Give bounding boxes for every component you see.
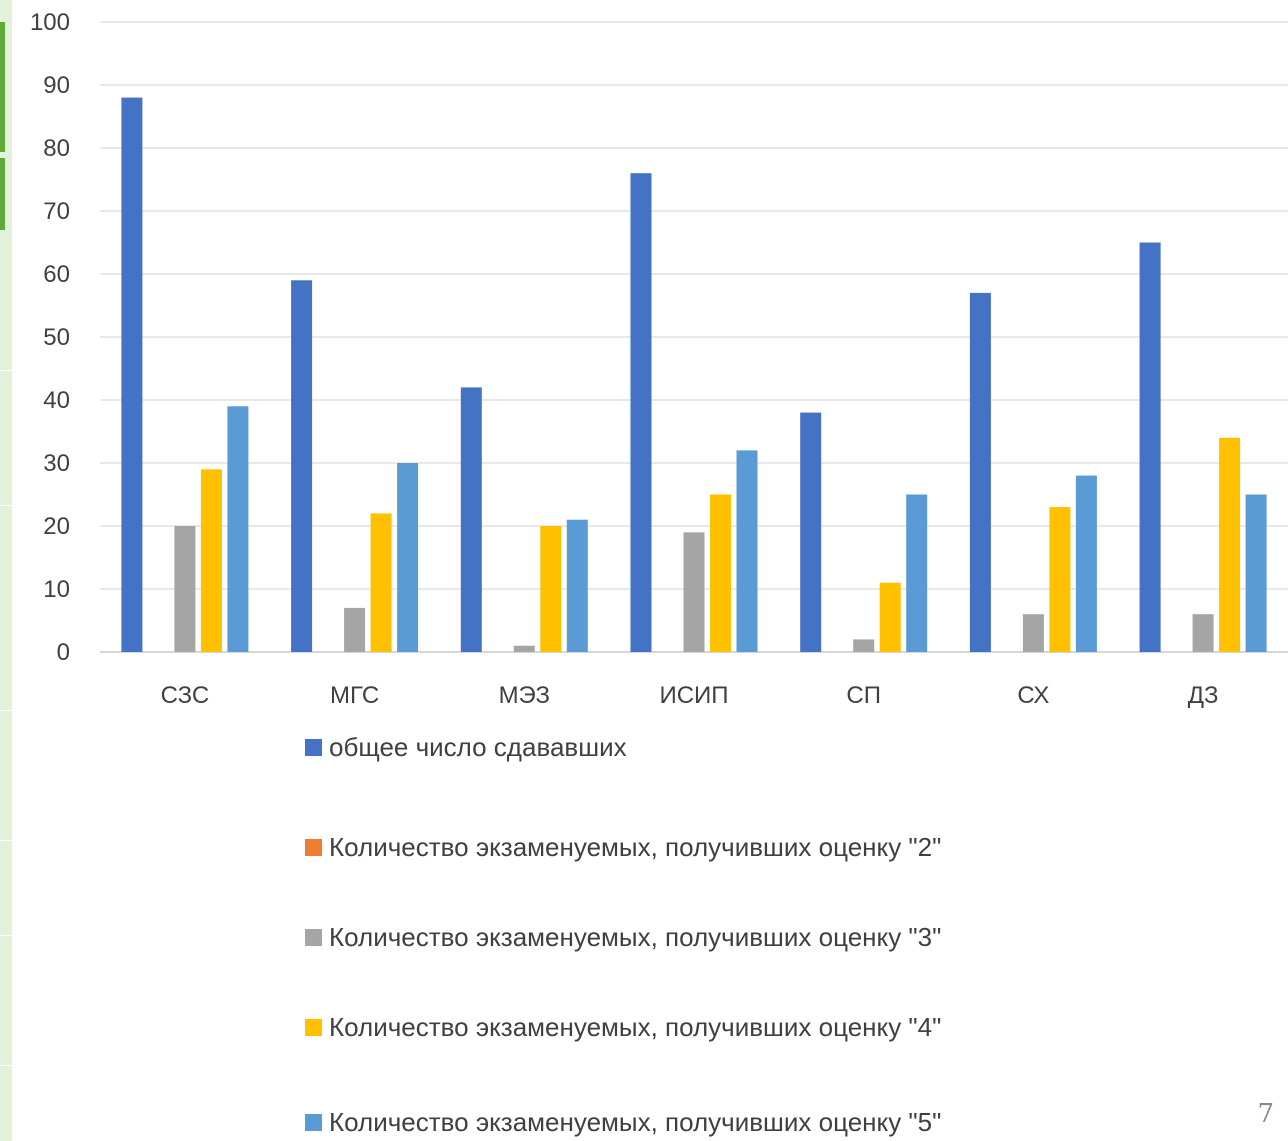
slide-edge-strip	[0, 0, 12, 1141]
bar	[200, 469, 222, 652]
slide-edge-divider	[0, 840, 12, 841]
legend-item: общее число сдававших	[305, 732, 627, 763]
bar	[1139, 242, 1161, 652]
x-category-label: МГС	[330, 682, 379, 709]
bar	[540, 526, 562, 652]
bar	[513, 645, 535, 652]
bar	[174, 526, 196, 652]
bar	[879, 582, 901, 652]
bar	[566, 519, 588, 652]
y-tick-label: 80	[43, 135, 70, 162]
slide-edge-accent-mid	[0, 158, 5, 230]
bar	[1075, 475, 1097, 652]
y-tick-label: 30	[43, 450, 70, 477]
x-category-label: СЗС	[161, 682, 210, 709]
bar	[1219, 437, 1241, 652]
y-tick-label: 40	[43, 387, 70, 414]
bar	[736, 450, 758, 652]
slide-edge-accent-top	[0, 22, 5, 152]
bar	[969, 292, 991, 652]
legend-swatch	[305, 1019, 322, 1036]
slide-edge-divider	[0, 370, 12, 371]
bar	[121, 97, 143, 653]
bar	[1192, 614, 1214, 652]
legend-item: Количество экзаменуемых, получивших оцен…	[305, 1107, 941, 1138]
bar	[460, 387, 482, 652]
y-tick-label: 0	[57, 639, 70, 666]
bar-chart: 0 10 20 30 40 50 60 70 80 90 100 СЗС МГС МЭЗ ИСИП СП СХ…	[30, 9, 1288, 709]
x-category-label: СХ	[1017, 682, 1049, 709]
bar	[800, 412, 822, 652]
bar	[906, 494, 928, 652]
x-category-label: СП	[846, 682, 881, 709]
y-tick-label: 90	[43, 72, 70, 99]
y-tick-label: 50	[43, 324, 70, 351]
legend-label: Количество экзаменуемых, получивших оцен…	[329, 832, 942, 862]
chart-bars	[121, 97, 1267, 653]
bar	[683, 532, 705, 652]
y-tick-label: 70	[43, 198, 70, 225]
bar	[630, 173, 652, 652]
legend-label: общее число сдававших	[329, 732, 627, 762]
legend-label: Количество экзаменуемых, получивших оцен…	[329, 1107, 942, 1137]
slide-edge-divider	[0, 935, 12, 936]
x-category-label: ИСИП	[659, 682, 728, 709]
bar	[853, 639, 875, 652]
legend-item: Количество экзаменуемых, получивших оцен…	[305, 1012, 941, 1043]
slide-edge-divider	[0, 505, 12, 506]
x-category-label: ДЗ	[1188, 682, 1219, 709]
bar	[710, 494, 731, 652]
bar	[1022, 614, 1044, 652]
legend-swatch	[305, 929, 322, 946]
bar	[1245, 494, 1267, 652]
x-category-label: МЭЗ	[499, 682, 550, 709]
bar	[227, 406, 249, 652]
y-tick-label: 100	[30, 9, 70, 36]
legend-label: Количество экзаменуемых, получивших оцен…	[329, 1012, 942, 1042]
bar	[1049, 507, 1071, 652]
slide-edge-divider	[0, 1065, 12, 1066]
legend-item: Количество экзаменуемых, получивших оцен…	[305, 832, 941, 863]
slide-edge-divider	[0, 710, 12, 711]
y-tick-label: 10	[43, 576, 70, 603]
bar	[344, 607, 366, 652]
legend-swatch	[305, 839, 322, 856]
legend-swatch	[305, 739, 322, 756]
legend-label: Количество экзаменуемых, получивших оцен…	[329, 922, 942, 952]
bar	[397, 463, 419, 652]
page-number: 7	[1257, 1099, 1274, 1129]
legend-item: Количество экзаменуемых, получивших оцен…	[305, 922, 941, 953]
legend-swatch	[305, 1114, 322, 1131]
y-axis-tick-labels: 0 10 20 30 40 50 60 70 80 90 100	[30, 9, 70, 666]
y-tick-label: 20	[43, 513, 70, 540]
y-tick-label: 60	[43, 261, 70, 288]
bar	[291, 280, 313, 652]
x-axis-category-labels: СЗС МГС МЭЗ ИСИП СП СХ ДЗ	[161, 682, 1219, 709]
bar	[370, 513, 392, 652]
